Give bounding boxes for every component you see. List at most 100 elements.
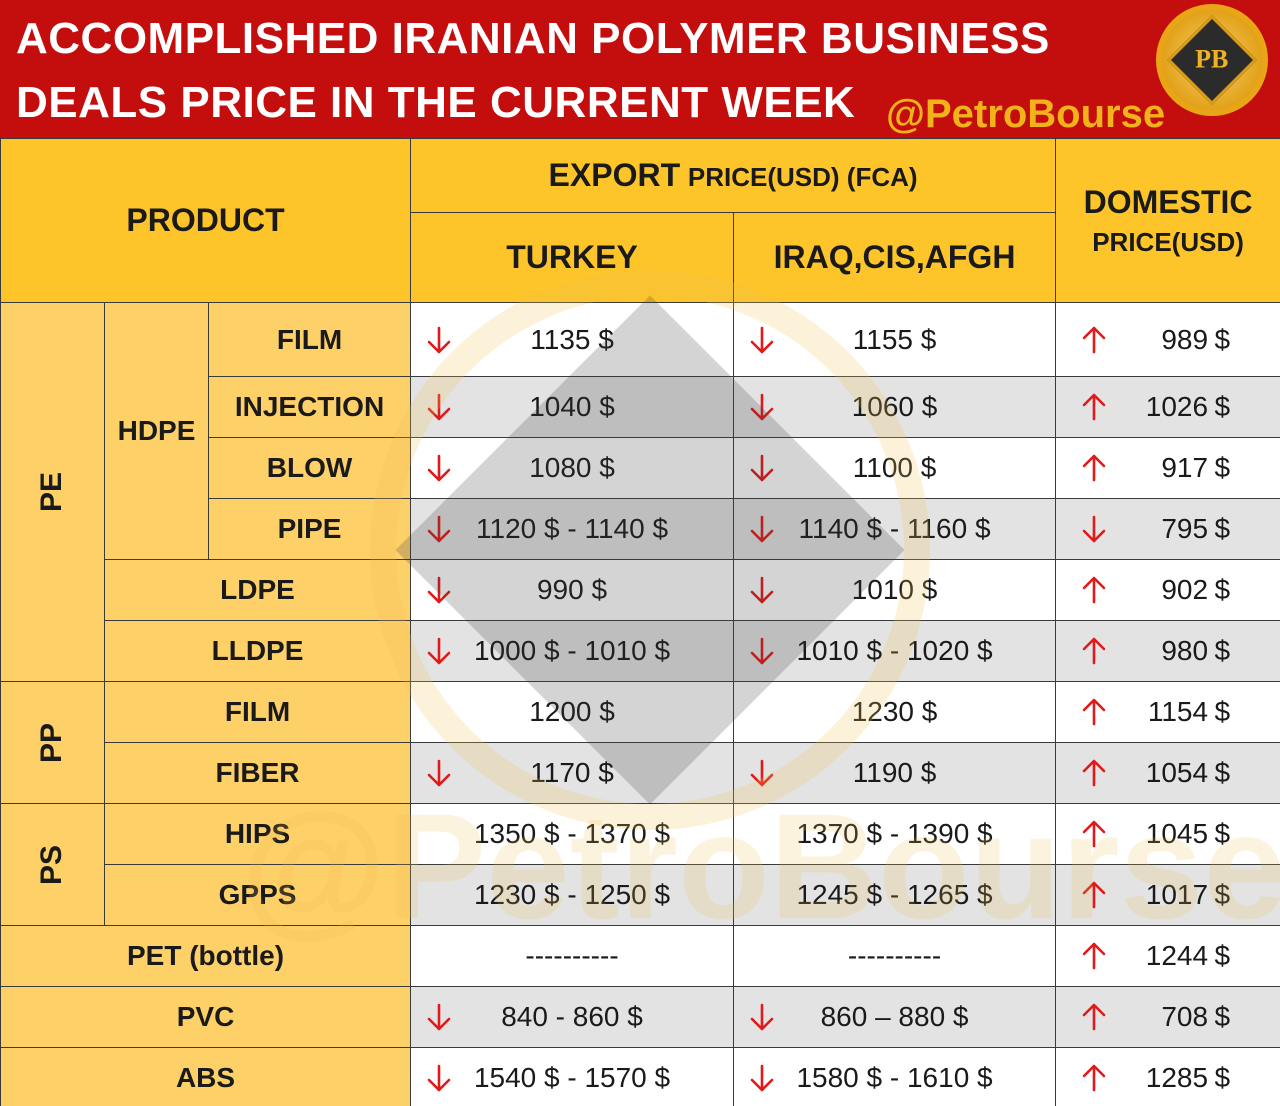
- arrow-down-icon: [750, 1064, 774, 1091]
- domestic-currency: $: [1214, 818, 1231, 849]
- turkey-price-value: 1170 $: [530, 757, 614, 788]
- arrow-up-icon: [1082, 1064, 1106, 1091]
- iraq-price-value: ----------: [847, 940, 942, 971]
- table-row: INJECTION 1040 $ 1060 $ 1026 $: [1, 376, 1280, 438]
- turkey-price-value: 1000 $ - 1010 $: [473, 635, 671, 666]
- product-name-cell: LLDPE: [103, 620, 412, 682]
- arrow-up-icon: [1082, 759, 1106, 787]
- turkey-price-cell: ----------: [410, 925, 735, 987]
- arrow-down-icon: [427, 759, 451, 787]
- table-row: PIPE 1120 $ - 1140 $ 1140 $ - 1160 $ 795 $: [1, 498, 1280, 560]
- product-name-cell: HIPS: [103, 803, 412, 865]
- iraq-price-value: 860 – 880 $: [820, 1001, 969, 1032]
- iraq-price-value: 1370 $ - 1390 $: [796, 818, 993, 849]
- iraq-price-cell: 1370 $ - 1390 $: [733, 803, 1057, 865]
- arrow-down-icon: [750, 759, 774, 787]
- iraq-price-cell: 1010 $ - 1020 $: [733, 620, 1057, 682]
- iraq-price-value: 1060 $: [851, 391, 938, 422]
- domestic-price-value: 1285: [1145, 1061, 1209, 1093]
- group-hdpe-cell: HDPE: [104, 302, 209, 560]
- title-line-1: ACCOMPLISHED IRANIAN POLYMER BUSINESS: [16, 14, 1050, 63]
- iraq-price-cell: 1140 $ - 1160 $: [733, 498, 1057, 560]
- product-name: GPPS: [218, 879, 297, 910]
- iraq-price-cell: 1155 $: [733, 302, 1057, 377]
- iraq-price-value: 1140 $ - 1160 $: [798, 513, 991, 544]
- product-name-cell: GPPS: [103, 864, 412, 926]
- arrow-down-icon: [427, 637, 451, 665]
- domestic-header-label: DOMESTIC: [1083, 183, 1253, 220]
- product-name-cell: INJECTION: [207, 376, 412, 438]
- domestic-price-header: DOMESTIC PRICE(USD): [1055, 138, 1280, 303]
- product-header-label: PRODUCT: [126, 202, 285, 238]
- group-ps-cell: PS: [0, 803, 105, 926]
- channel-handle: @PetroBourse: [886, 92, 1166, 136]
- arrow-down-icon: [1082, 515, 1106, 543]
- product-name-cell: PET (bottle): [0, 925, 412, 987]
- arrow-down-icon: [427, 1064, 451, 1091]
- domestic-price-value: 708: [1161, 1001, 1209, 1032]
- product-name: INJECTION: [234, 391, 385, 422]
- arrow-down-icon: [750, 454, 774, 482]
- domestic-price-value: 980: [1161, 635, 1209, 666]
- product-name-cell: FILM: [103, 681, 412, 743]
- iraq-header-label: IRAQ,CIS,AFGH: [773, 239, 1016, 275]
- iraq-price-cell: 1190 $: [733, 742, 1057, 804]
- iraq-price-cell: 1100 $: [733, 437, 1057, 499]
- iraq-price-cell: 1230 $: [733, 681, 1057, 743]
- product-name-cell: FIBER: [103, 742, 412, 804]
- arrow-up-icon: [1082, 942, 1106, 970]
- domestic-price-cell: 980 $: [1055, 620, 1280, 682]
- domestic-currency: $: [1214, 391, 1231, 422]
- iraq-price-cell: ----------: [733, 925, 1057, 987]
- domestic-currency: $: [1214, 452, 1231, 483]
- turkey-price-value: 1540 $ - 1570 $: [473, 1061, 671, 1093]
- arrow-down-icon: [427, 1003, 451, 1031]
- turkey-price-cell: 1230 $ - 1250 $: [410, 864, 735, 926]
- product-name: PVC: [176, 1001, 235, 1032]
- product-name-cell: PIPE: [207, 498, 412, 560]
- domestic-price-cell: 1045 $: [1055, 803, 1280, 865]
- product-name: FILM: [224, 696, 291, 727]
- group-ps-label: PS: [35, 844, 69, 885]
- domestic-price-value: 1026: [1145, 391, 1209, 422]
- iraq-price-cell: 1580 $ - 1610 $: [733, 1047, 1057, 1106]
- turkey-price-value: 1230 $ - 1250 $: [473, 879, 671, 910]
- iraq-price-value: 1010 $ - 1020 $: [796, 635, 993, 666]
- domestic-currency: $: [1214, 757, 1231, 788]
- domestic-price-cell: 989 $: [1055, 302, 1280, 377]
- product-name-cell: PVC: [0, 986, 412, 1048]
- turkey-price-value: 1120 $ - 1140 $: [476, 513, 669, 544]
- arrow-down-icon: [427, 576, 451, 604]
- domestic-price-value: 795: [1161, 513, 1209, 544]
- turkey-price-cell: 840 - 860 $: [410, 986, 735, 1048]
- turkey-price-cell: 1135 $: [410, 302, 735, 377]
- product-column-header: PRODUCT: [0, 138, 412, 303]
- logo-diamond: PB: [1166, 14, 1258, 106]
- arrow-up-icon: [1082, 393, 1106, 421]
- domestic-header-sublabel: PRICE(USD): [1092, 226, 1244, 257]
- table-row: PE HDPE FILM 1135 $1155 $989 $: [0, 302, 1280, 682]
- arrow-down-icon: [427, 326, 451, 353]
- header-banner: ACCOMPLISHED IRANIAN POLYMER BUSINESS DE…: [0, 0, 1280, 138]
- product-name: FIBER: [215, 757, 300, 788]
- arrow-down-icon: [427, 515, 451, 543]
- domestic-price-value: 1045: [1145, 818, 1209, 849]
- arrow-down-icon: [427, 454, 451, 482]
- domestic-price-cell: 1154 $: [1055, 681, 1280, 743]
- arrow-down-icon: [750, 637, 774, 665]
- iraq-price-value: 1230 $: [851, 696, 938, 727]
- domestic-currency: $: [1214, 1001, 1231, 1032]
- turkey-price-cell: 990 $: [410, 559, 735, 621]
- table-row: PET (bottle) ---------- ---------- 1244 $: [0, 925, 1280, 987]
- group-hdpe-label: HDPE: [117, 415, 196, 446]
- iraq-price-value: 1190 $: [852, 757, 937, 788]
- table-row: FIBER 1170 $ 1190 $ 1054 $: [1, 742, 1280, 804]
- arrow-down-icon: [750, 393, 774, 421]
- domestic-price-cell: 1026 $: [1055, 376, 1280, 438]
- arrow-up-icon: [1082, 1003, 1106, 1031]
- arrow-down-icon: [750, 515, 774, 543]
- export-price-header: EXPORT PRICE(USD) (FCA): [410, 138, 1057, 213]
- domestic-price-cell: 1017 $: [1055, 864, 1280, 926]
- arrow-down-icon: [750, 1003, 774, 1031]
- table-row: GPPS 1230 $ - 1250 $ 1245 $ - 1265 $ 1017 $: [1, 864, 1280, 926]
